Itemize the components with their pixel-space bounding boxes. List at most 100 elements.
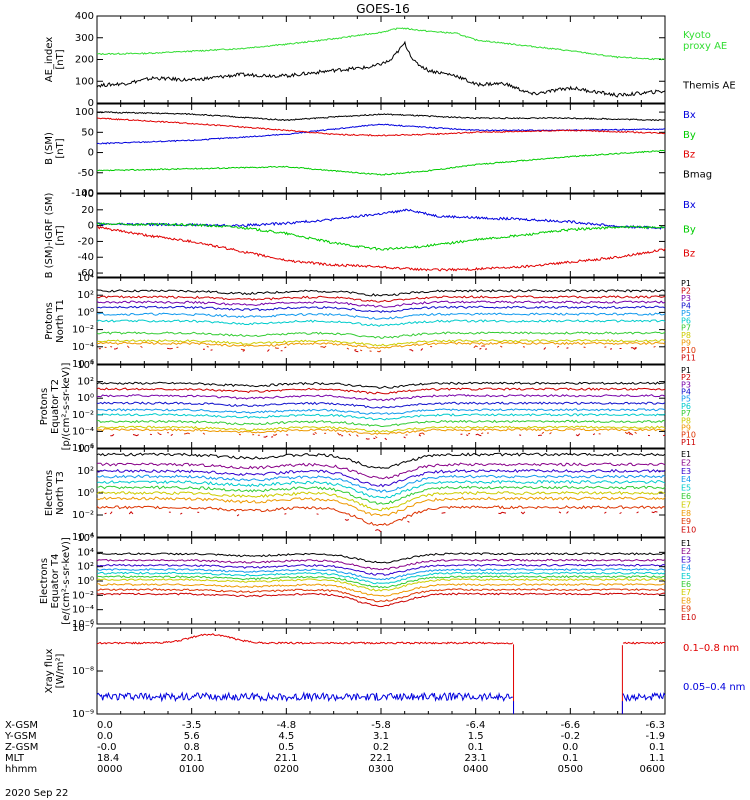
orbit-cell: 21.1 xyxy=(275,753,297,764)
channel-line xyxy=(97,341,666,349)
orbit-cell: 0.0 xyxy=(97,731,113,742)
figure-title: GOES-16 xyxy=(356,2,410,16)
panel-frame xyxy=(96,193,666,278)
channel-label: E8 xyxy=(681,509,691,518)
channel-line xyxy=(96,552,666,564)
y-tick-label: 200 xyxy=(75,55,94,66)
channel-line xyxy=(96,319,666,327)
channel-label: P9 xyxy=(681,423,691,432)
panel-elec_n: 10⁻⁴ 10⁻² 10⁰ 10² 10⁴ Electrons North T3 E1E2E3… xyxy=(44,444,696,543)
channel-label: P5 xyxy=(681,395,691,404)
orbit-cell: 20.1 xyxy=(181,753,203,764)
date-label: 2020 Sep 22 xyxy=(5,788,68,799)
xray-short-line xyxy=(96,691,666,703)
y-axis-label: [W/m²] xyxy=(55,653,66,688)
channel-line xyxy=(96,563,666,576)
channel-line xyxy=(96,289,666,297)
y-tick-label: -20 xyxy=(78,236,94,247)
orbit-cell: 3.1 xyxy=(373,731,389,742)
channel-line xyxy=(96,578,666,592)
orbit-cell: -0.2 xyxy=(561,731,581,742)
channel-line xyxy=(96,394,666,402)
y-tick-label: 100 xyxy=(75,76,94,87)
channel-line xyxy=(96,505,666,527)
y-tick-label: 10⁻² xyxy=(72,510,94,521)
channel-label: P6 xyxy=(681,402,691,411)
y-axis-label: North T1 xyxy=(55,299,66,343)
orbit-row-label: MLT xyxy=(5,753,25,764)
y-axis-label: B (SM) xyxy=(44,132,55,165)
channel-label: E7 xyxy=(681,500,691,509)
channel-line xyxy=(96,419,666,427)
orbit-cell: -6.6 xyxy=(561,720,581,731)
channel-line xyxy=(97,571,666,585)
channel-label: P4 xyxy=(681,388,691,397)
channel-label: E2 xyxy=(681,547,691,556)
orbit-cell: -5.8 xyxy=(371,720,391,731)
legend-label: Themis AE xyxy=(682,81,736,92)
y-axis-label: Equator T4 xyxy=(50,554,61,609)
channel-label: E3 xyxy=(681,467,691,476)
orbit-cell: 4.5 xyxy=(278,731,294,742)
channel-line xyxy=(158,432,665,438)
y-axis-label: [nT] xyxy=(55,49,66,69)
channel-line xyxy=(110,433,666,441)
series-line xyxy=(96,123,666,145)
y-tick-label: 10⁴ xyxy=(77,360,94,371)
channel-line xyxy=(97,588,666,603)
channel-label: E4 xyxy=(681,564,691,573)
orbit-cell: 0.0 xyxy=(562,742,578,753)
orbit-row-label: hhmm xyxy=(5,764,37,775)
legend-label: Bmag xyxy=(683,169,712,180)
channel-label: P2 xyxy=(681,373,691,382)
y-tick-label: 300 xyxy=(75,33,94,44)
orbit-row-label: X-GSM xyxy=(5,720,38,731)
series-line xyxy=(96,111,666,122)
y-axis-label: [e/(cm²-s-sr-keV)] xyxy=(61,537,72,625)
legend-label: Bx xyxy=(683,200,696,211)
orbit-cell: 5.6 xyxy=(184,731,200,742)
channel-line xyxy=(96,295,666,303)
channel-label: E10 xyxy=(681,526,696,535)
orbit-cell: 0.5 xyxy=(278,742,294,753)
y-tick-label: 10⁴ xyxy=(77,444,94,455)
y-tick-label: -60 xyxy=(78,268,94,279)
series-line xyxy=(96,208,666,230)
y-axis-label: North T3 xyxy=(55,471,66,515)
panel-frame xyxy=(96,537,666,625)
y-tick-label: 10² xyxy=(77,290,94,301)
legend-label: 0.1–0.8 nm xyxy=(683,643,739,654)
orbit-cell: 0400 xyxy=(463,764,488,775)
channel-line xyxy=(96,425,666,433)
channel-label: E6 xyxy=(681,492,691,501)
orbit-cell: 22.1 xyxy=(370,753,392,764)
channel-label: E1 xyxy=(681,450,691,459)
y-axis-label: Electrons xyxy=(39,558,50,604)
orbit-cell: 23.1 xyxy=(465,753,487,764)
channel-label: E7 xyxy=(681,588,691,597)
y-tick-label: 0 xyxy=(88,98,94,109)
channel-label: P10 xyxy=(681,431,696,440)
channel-label: P2 xyxy=(681,286,691,295)
y-tick-label: 10⁻⁹ xyxy=(72,709,94,720)
legend-label: Bx xyxy=(683,110,696,121)
y-tick-label: 10⁰ xyxy=(77,393,94,404)
channel-line xyxy=(96,490,666,512)
channel-line xyxy=(96,485,666,505)
orbit-cell: 0.0 xyxy=(97,720,113,731)
series-line xyxy=(96,27,666,61)
y-tick-label: 10⁻² xyxy=(72,590,94,601)
channel-label: P3 xyxy=(681,380,691,389)
channel-label: E6 xyxy=(681,580,691,589)
channel-line xyxy=(96,401,666,409)
channel-label: P8 xyxy=(681,331,691,340)
orbit-cell: 0200 xyxy=(274,764,299,775)
y-tick-label: 10⁴ xyxy=(77,547,94,558)
y-tick-label: -40 xyxy=(78,252,94,263)
y-tick-label: 10⁻⁴ xyxy=(72,605,94,616)
orbit-cell: 0000 xyxy=(97,764,122,775)
y-tick-label: 0 xyxy=(88,221,94,232)
